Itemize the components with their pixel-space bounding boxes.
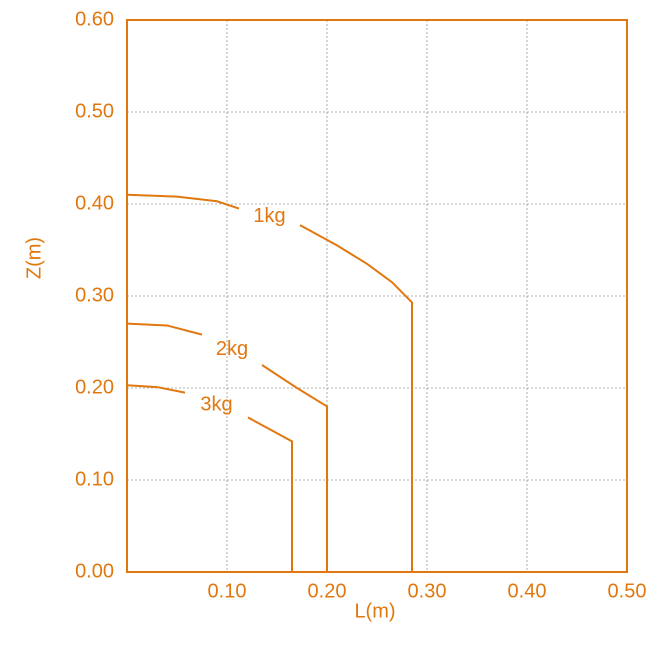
y-tick-label: 0.00 — [75, 560, 114, 582]
contour-label: 1kg — [253, 205, 285, 227]
plot-frame — [126, 19, 628, 573]
x-tick-label: 0.50 — [608, 580, 647, 602]
x-tick-label: 0.10 — [208, 580, 247, 602]
y-tick-label: 0.20 — [75, 376, 114, 398]
contour-label: 3kg — [200, 393, 232, 415]
contour-label: 2kg — [216, 338, 248, 360]
x-axis-label: L(m) — [354, 600, 395, 622]
contour-line — [126, 384, 293, 572]
x-tick-label: 0.30 — [408, 580, 447, 602]
x-tick-label: 0.40 — [508, 580, 547, 602]
contour-line — [126, 193, 413, 572]
contour-line — [126, 322, 328, 572]
y-tick-label: 0.40 — [75, 192, 114, 214]
y-tick-label: 0.10 — [75, 468, 114, 490]
y-tick-label: 0.30 — [75, 284, 114, 306]
y-tick-label: 0.50 — [75, 100, 114, 122]
x-tick-label: 0.20 — [308, 580, 347, 602]
y-tick-label: 0.60 — [75, 8, 114, 30]
y-axis-label: Z(m) — [23, 237, 45, 279]
